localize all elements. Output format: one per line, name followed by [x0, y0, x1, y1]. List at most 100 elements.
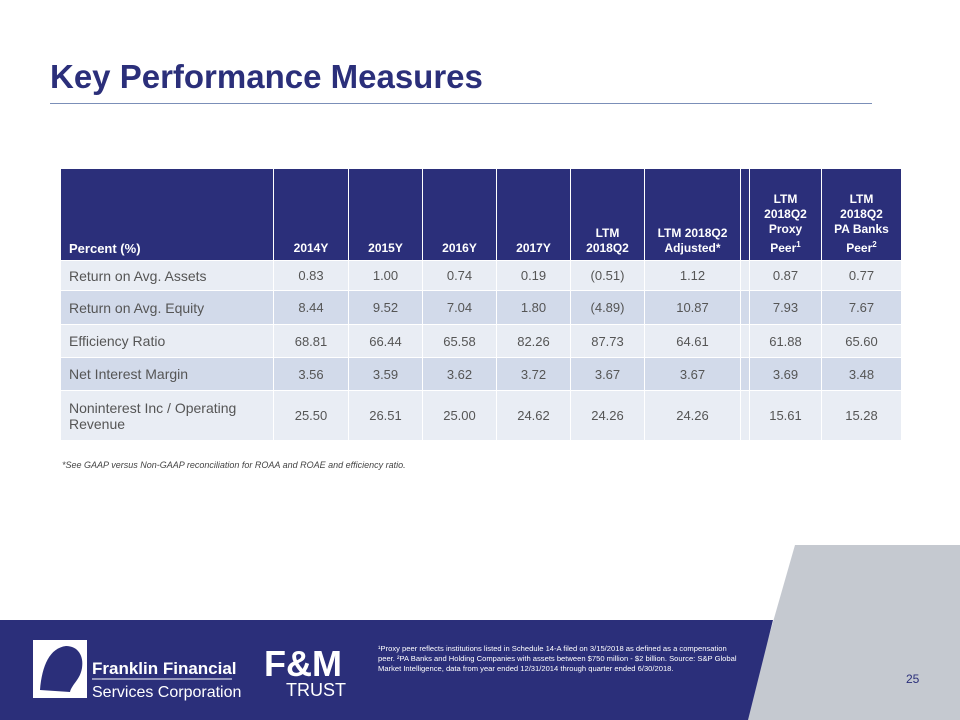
footer-band	[0, 620, 773, 720]
cell: (0.51)	[570, 260, 645, 291]
header-text: 2014Y	[293, 241, 329, 255]
row-label: Efficiency Ratio	[60, 324, 274, 358]
data-row: Return on Avg. Assets 0.83 1.00 0.74 0.19 (0.…	[60, 260, 902, 291]
header-cell: 2017Y	[496, 168, 571, 261]
brand-logo: F&M	[264, 643, 342, 684]
row-label: Noninterest Inc / Operating Revenue	[60, 390, 274, 441]
cell: 3.62	[422, 357, 497, 391]
page-number: 25	[906, 672, 920, 686]
cell: 26.51	[348, 390, 423, 441]
title: Key Performance Measures	[50, 58, 483, 95]
cell: 3.56	[273, 357, 349, 391]
cell: 0.87	[749, 260, 822, 291]
row-label: Net Interest Margin	[60, 357, 274, 391]
cell: 0.19	[496, 260, 571, 291]
cell: 82.26	[496, 324, 571, 358]
note-ref: 2	[872, 240, 877, 249]
header-text: Percent (%)	[69, 241, 141, 256]
note-ref: 1	[796, 240, 801, 249]
cell: 3.59	[348, 357, 423, 391]
cell: 25.50	[273, 390, 349, 441]
cell: 15.61	[749, 390, 822, 441]
cell: 3.72	[496, 357, 571, 391]
cell: 7.67	[821, 290, 902, 325]
header-text: Proxy	[768, 222, 803, 236]
spacer-cell	[740, 168, 750, 261]
header-text: 2018Q2	[586, 241, 629, 255]
header-text: LTM	[595, 226, 620, 240]
header-text: 2018Q2	[840, 207, 883, 221]
data-row: Net Interest Margin 3.56 3.59 3.62 3.72 3.67 3…	[60, 357, 902, 391]
header-text: LTM	[849, 192, 874, 206]
cell: 1.80	[496, 290, 571, 325]
cell: 0.74	[422, 260, 497, 291]
cell: 1.00	[348, 260, 423, 291]
data-row: Noninterest Inc / Operating Revenue 25.50…	[60, 390, 902, 441]
cell: 10.87	[644, 290, 741, 325]
cell: 3.48	[821, 357, 902, 391]
table: Percent (%) 2014Y 2015Y 2016Y 2017Y LTM 2018Q2…	[60, 168, 902, 441]
header-text: 2016Y	[442, 241, 477, 255]
cell: 64.61	[644, 324, 741, 358]
cell: 3.69	[749, 357, 822, 391]
lion-icon	[40, 646, 83, 692]
cell: 66.44	[348, 324, 423, 358]
header-text: LTM	[773, 192, 798, 206]
header-text: Peer	[770, 241, 797, 255]
header-row: Percent (%) 2014Y 2015Y 2016Y 2017Y LTM 2018Q2…	[60, 168, 902, 261]
spacer-cell	[740, 357, 750, 391]
cell: 9.52	[348, 290, 423, 325]
spacer-cell	[740, 390, 750, 441]
header-cell: 2016Y	[422, 168, 497, 261]
header-cell: Percent (%)	[60, 168, 274, 261]
spacer-cell	[740, 260, 750, 291]
data-row: Return on Avg. Equity 8.44 9.52 7.04 1.80 (4.…	[60, 290, 902, 325]
header-text: PA Banks	[834, 222, 889, 236]
company-name: Franklin Financial	[92, 659, 237, 678]
header-cell: LTM 2018Q2	[570, 168, 645, 261]
cell: 68.81	[273, 324, 349, 358]
header-text: 2018Q2	[764, 207, 807, 221]
cell: 24.26	[570, 390, 645, 441]
title-rule	[50, 103, 872, 104]
cell: 8.44	[273, 290, 349, 325]
company-name: Services Corporation	[92, 684, 241, 701]
header-cell: 2014Y	[273, 168, 349, 261]
row-label: Return on Avg. Equity	[60, 290, 274, 325]
cell: 87.73	[570, 324, 645, 358]
cell: 0.77	[821, 260, 902, 291]
header-cell: 2015Y	[348, 168, 423, 261]
header-text: LTM 2018Q2	[657, 226, 728, 240]
cell: 61.88	[749, 324, 822, 358]
cell: 7.04	[422, 290, 497, 325]
cell: 3.67	[570, 357, 645, 391]
header-text: Peer	[846, 241, 873, 255]
cell: 7.93	[749, 290, 822, 325]
spacer-cell	[740, 290, 750, 325]
cell: 25.00	[422, 390, 497, 441]
gray-shape	[745, 545, 960, 720]
footnote: *See GAAP versus Non-GAAP reconciliation…	[62, 460, 406, 470]
footer-note: ¹Proxy peer reflects institutions listed…	[378, 644, 737, 673]
header-text: Adjusted*	[664, 241, 721, 255]
row-label: Return on Avg. Assets	[60, 260, 274, 291]
header-cell: LTM 2018Q2 Proxy Peer1	[749, 168, 822, 261]
data-row: Efficiency Ratio 68.81 66.44 65.58 82.26 87.7…	[60, 324, 902, 358]
cell: (4.89)	[570, 290, 645, 325]
brand-logo: TRUST	[286, 680, 346, 700]
header-cell: LTM 2018Q2 PA Banks Peer2	[821, 168, 902, 261]
cell: 1.12	[644, 260, 741, 291]
header-cell: LTM 2018Q2 Adjusted*	[644, 168, 741, 261]
cell: 15.28	[821, 390, 902, 441]
header-text: 2015Y	[368, 241, 403, 255]
header-text: 2017Y	[516, 241, 551, 255]
cell: 24.62	[496, 390, 571, 441]
cell: 65.60	[821, 324, 902, 358]
cell: 65.58	[422, 324, 497, 358]
cell: 0.83	[273, 260, 349, 291]
cell: 24.26	[644, 390, 741, 441]
cell: 3.67	[644, 357, 741, 391]
spacer-cell	[740, 324, 750, 358]
